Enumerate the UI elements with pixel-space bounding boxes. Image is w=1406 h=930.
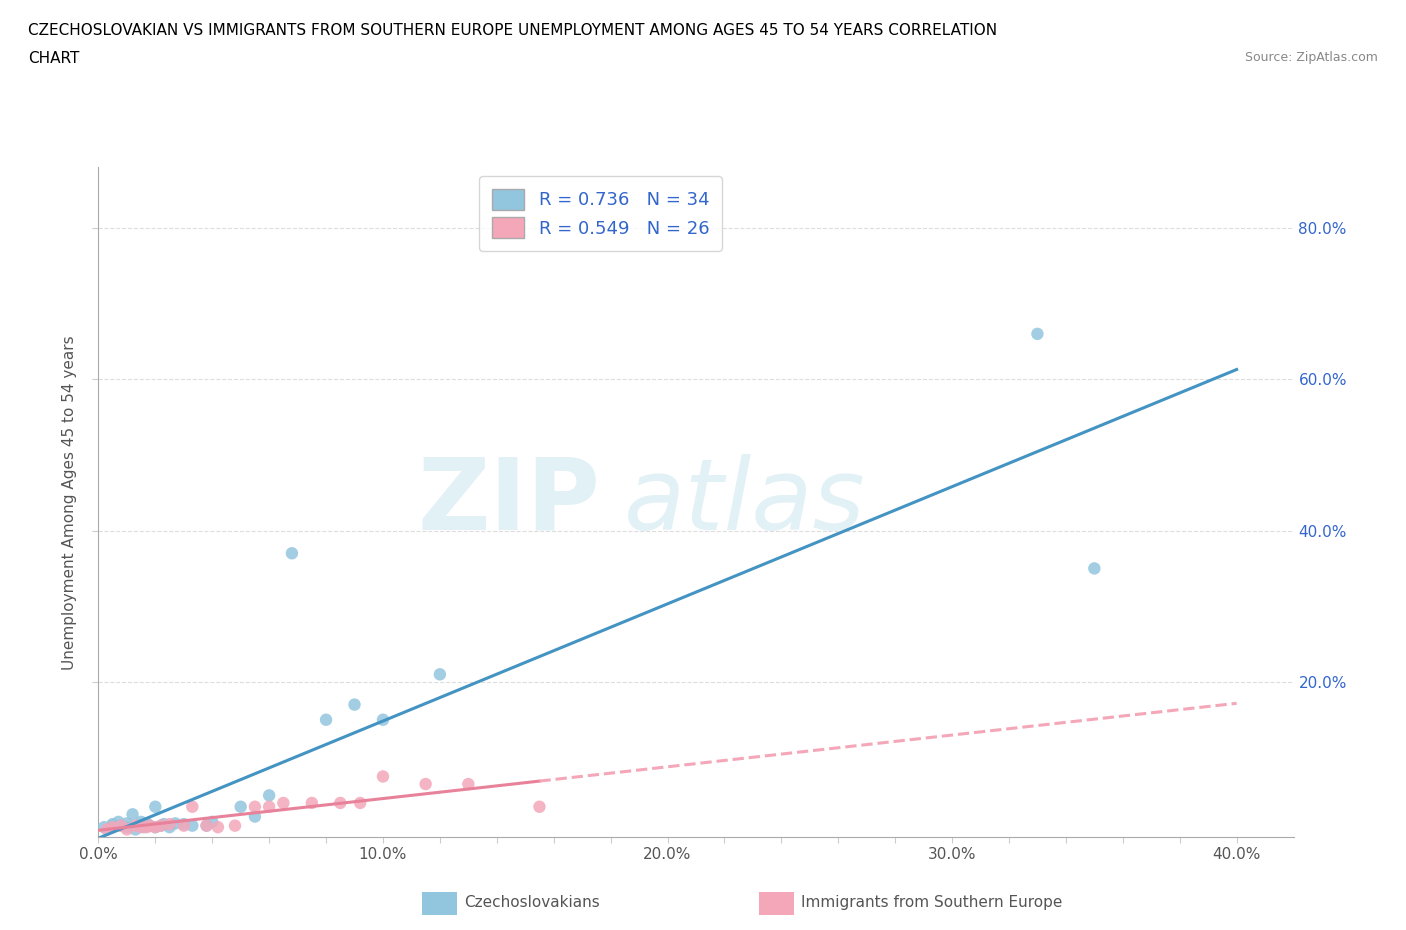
Point — [115, 816, 138, 830]
Point — [207, 819, 229, 834]
Point — [429, 667, 451, 682]
Point — [224, 818, 246, 833]
Point — [101, 818, 124, 833]
Point — [371, 769, 394, 784]
Point — [181, 818, 204, 833]
Point — [243, 799, 266, 814]
Point — [415, 777, 437, 791]
Point — [173, 817, 195, 831]
Text: CHART: CHART — [28, 51, 80, 66]
Point — [243, 809, 266, 824]
Point — [124, 822, 146, 837]
Point — [110, 818, 132, 833]
Point — [1026, 326, 1049, 341]
Point — [138, 818, 160, 833]
Point — [121, 807, 143, 822]
Point — [315, 712, 337, 727]
Point — [229, 799, 252, 814]
Point — [143, 799, 166, 814]
Point — [343, 698, 366, 712]
Point — [257, 799, 280, 814]
Point — [96, 822, 118, 837]
Point — [159, 819, 181, 834]
Point — [273, 795, 295, 810]
Point — [143, 819, 166, 834]
Point — [129, 819, 152, 834]
Point — [195, 818, 218, 833]
Point — [135, 816, 157, 830]
Point — [165, 816, 187, 830]
Y-axis label: Unemployment Among Ages 45 to 54 years: Unemployment Among Ages 45 to 54 years — [62, 335, 77, 670]
Point — [281, 546, 304, 561]
Legend: R = 0.736   N = 34, R = 0.549   N = 26: R = 0.736 N = 34, R = 0.549 N = 26 — [479, 177, 721, 251]
Point — [159, 817, 181, 831]
Text: Source: ZipAtlas.com: Source: ZipAtlas.com — [1244, 51, 1378, 64]
Point — [153, 817, 176, 831]
Point — [173, 818, 195, 833]
Point — [457, 777, 479, 791]
Point — [181, 799, 204, 814]
Text: Czechoslovakians: Czechoslovakians — [464, 895, 600, 910]
Point — [101, 817, 124, 831]
Point — [257, 788, 280, 803]
Point — [329, 795, 352, 810]
Point — [110, 818, 132, 833]
Point — [201, 815, 224, 830]
Point — [349, 795, 371, 810]
Point — [529, 799, 551, 814]
Point — [93, 819, 115, 834]
Point — [101, 819, 124, 834]
Text: atlas: atlas — [624, 454, 866, 551]
Point — [129, 818, 152, 833]
Point — [150, 818, 173, 833]
Point — [124, 818, 146, 833]
Point — [150, 818, 173, 833]
Point — [301, 795, 323, 810]
Point — [1083, 561, 1105, 576]
Point — [135, 819, 157, 834]
Text: CZECHOSLOVAKIAN VS IMMIGRANTS FROM SOUTHERN EUROPE UNEMPLOYMENT AMONG AGES 45 TO: CZECHOSLOVAKIAN VS IMMIGRANTS FROM SOUTH… — [28, 23, 997, 38]
Point — [195, 818, 218, 833]
Text: ZIP: ZIP — [418, 454, 600, 551]
Point — [107, 815, 129, 830]
Point — [129, 815, 152, 830]
Point — [143, 819, 166, 834]
Point — [371, 712, 394, 727]
Point — [115, 822, 138, 837]
Point — [115, 819, 138, 834]
Point — [138, 818, 160, 833]
Point — [132, 819, 155, 834]
Text: Immigrants from Southern Europe: Immigrants from Southern Europe — [801, 895, 1063, 910]
